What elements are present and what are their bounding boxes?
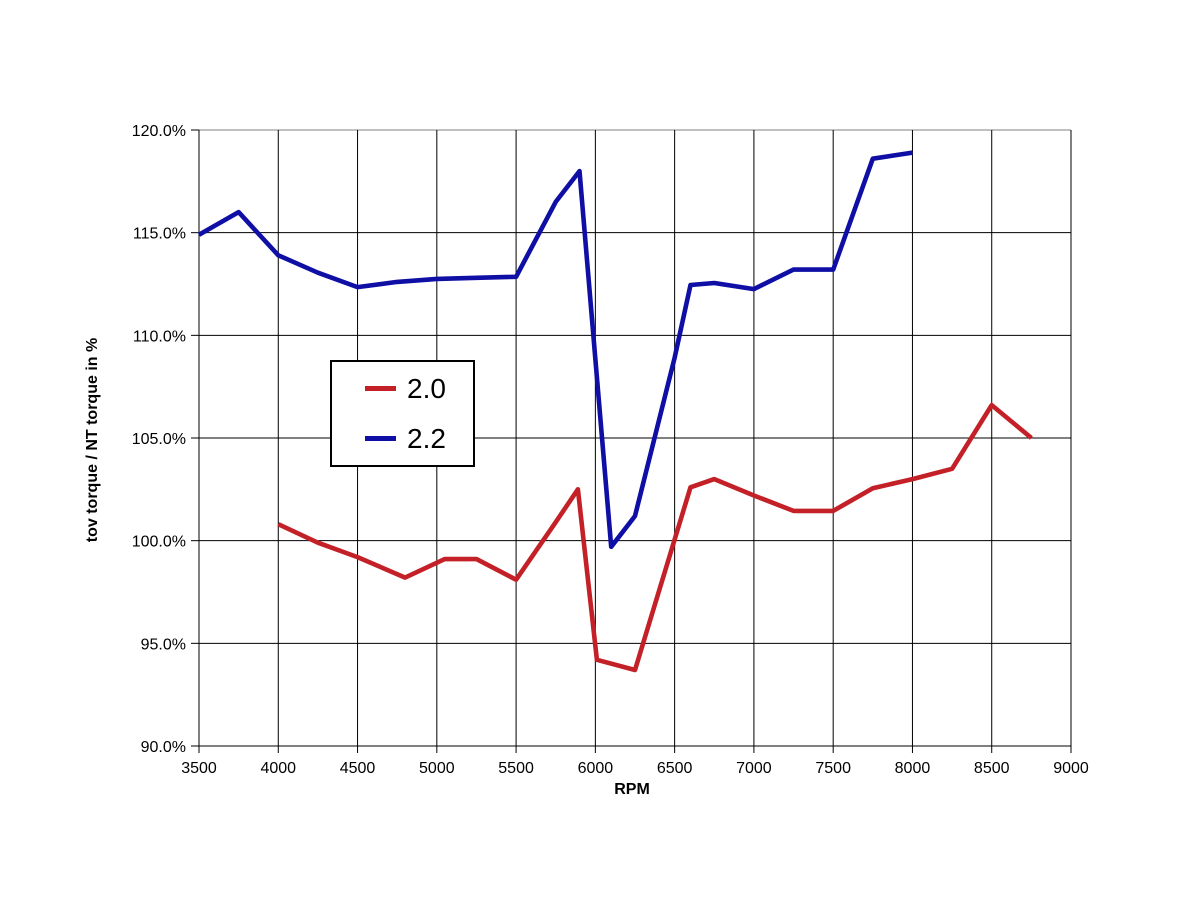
x-tick-label: 8500 — [974, 760, 1010, 777]
y-tick-label: 115.0% — [133, 226, 186, 243]
x-tick-label: 4500 — [340, 760, 376, 777]
y-tick-label: 105.0% — [132, 431, 186, 448]
series-2-2-line-swatch — [365, 436, 396, 441]
x-tick-label: 6000 — [578, 760, 614, 777]
x-tick-label: 8000 — [895, 760, 931, 777]
x-tick-label: 7000 — [736, 760, 772, 777]
legend-item-series-2-0: 2.0 — [332, 372, 473, 406]
y-tick-label: 100.0% — [132, 534, 186, 551]
legend: 2.0 2.2 — [330, 360, 475, 467]
legend-label-2-0: 2.0 — [407, 372, 446, 404]
y-tick-label: 90.0% — [141, 739, 186, 756]
x-tick-label: 5000 — [419, 760, 455, 777]
legend-label-2-2: 2.2 — [407, 422, 446, 454]
x-tick-label: 6500 — [657, 760, 693, 777]
x-tick-label: 7500 — [815, 760, 851, 777]
series-2-0-line-swatch — [365, 386, 396, 391]
series-line-2.0 — [277, 402, 1033, 673]
x-tick-label: 5500 — [498, 760, 534, 777]
x-tick-label: 9000 — [1053, 760, 1089, 777]
x-axis-title: RPM — [614, 781, 650, 798]
legend-item-series-2-2: 2.2 — [332, 422, 473, 456]
series-line-2.2 — [197, 150, 913, 550]
x-tick-label: 3500 — [181, 760, 217, 777]
y-tick-label: 110.0% — [133, 328, 186, 345]
y-tick-label: 120.0% — [132, 123, 186, 140]
x-tick-label: 4000 — [260, 760, 296, 777]
y-axis-title: tov torque / NT torque in % — [84, 337, 101, 543]
y-tick-label: 95.0% — [141, 636, 186, 653]
